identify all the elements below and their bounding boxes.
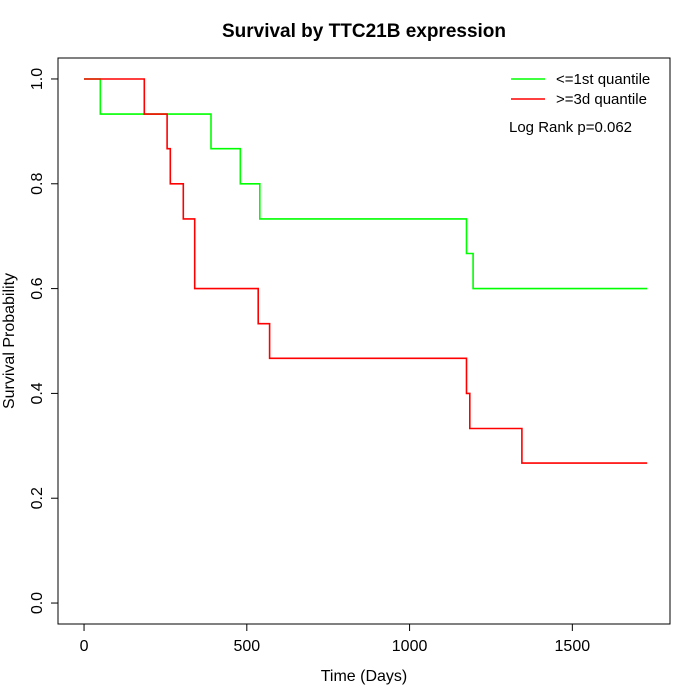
x-tick-label: 1500 — [555, 638, 591, 655]
series-layer — [84, 78, 648, 464]
x-axis: 0 500 1000 1500 — [80, 623, 591, 655]
x-tick-label: 500 — [233, 638, 260, 655]
y-tick-label: 1.0 — [29, 68, 46, 90]
legend-label: >=3d quantile — [556, 91, 647, 108]
logrank-annotation: Log Rank p=0.062 — [509, 119, 632, 136]
y-axis-label: Survival Probability — [1, 273, 18, 409]
y-tick-label: 0.6 — [29, 277, 46, 299]
y-axis: 0.0 0.2 0.4 0.6 0.8 1.0 — [29, 68, 59, 614]
chart-title: Survival by TTC21B expression — [222, 21, 506, 42]
x-tick-label: 1000 — [392, 638, 428, 655]
survival-curve-series-1 — [84, 78, 648, 290]
y-tick-label: 0.8 — [29, 173, 46, 195]
y-tick-label: 0.4 — [29, 382, 46, 404]
x-tick-label: 0 — [80, 638, 89, 655]
y-tick-label: 0.0 — [29, 592, 46, 614]
survival-curve-series-2 — [84, 78, 648, 464]
y-tick-label: 0.2 — [29, 487, 46, 509]
legend: <=1st quantile >=3d quantile — [511, 71, 650, 108]
legend-label: <=1st quantile — [556, 71, 650, 88]
x-axis-label: Time (Days) — [321, 668, 408, 685]
